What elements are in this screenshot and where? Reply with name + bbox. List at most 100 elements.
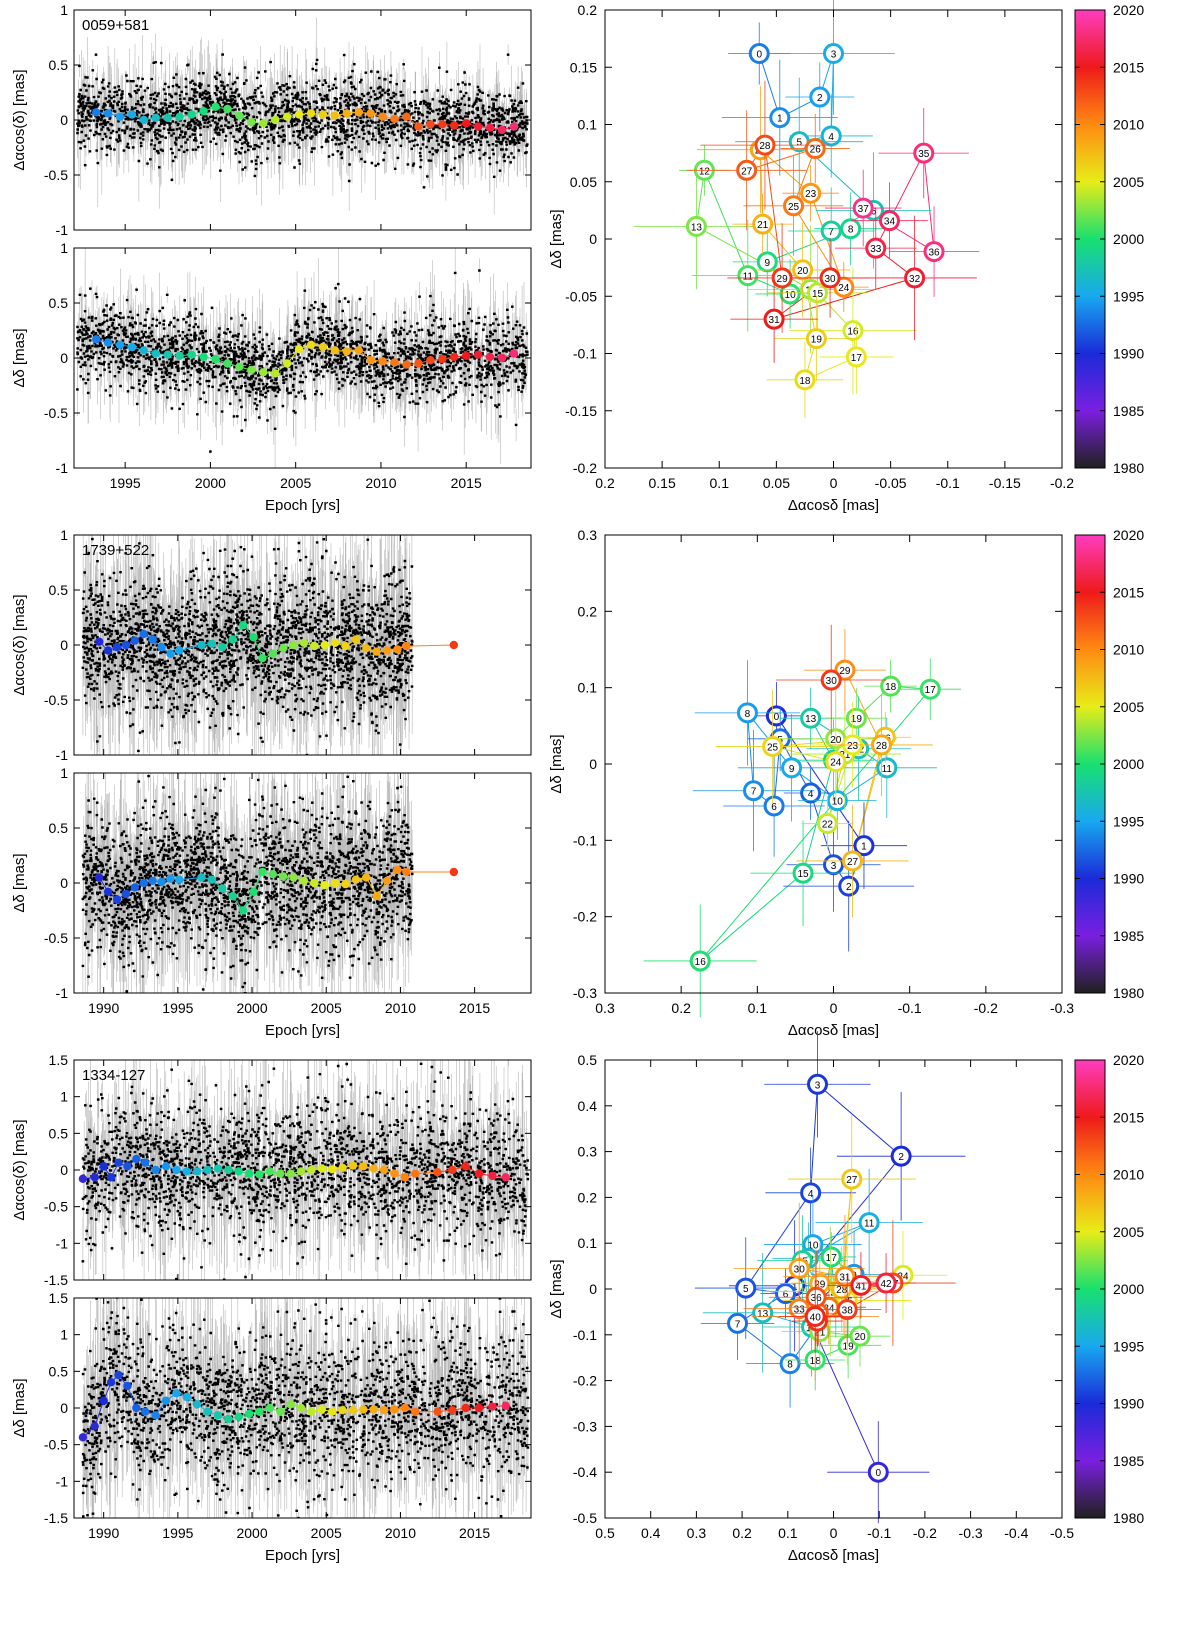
trajectory-segment — [775, 715, 865, 846]
dec-y-tick-label: 1.5 — [49, 1290, 69, 1306]
pos-x-tick-label: 0.4 — [641, 1525, 661, 1541]
position-point-16 — [842, 320, 864, 342]
ra-mean-point-24 — [341, 641, 350, 651]
position-point-35 — [913, 142, 935, 164]
pos-y-tick-label: -0.1 — [573, 1327, 597, 1343]
pos-y-tick-label: 0.1 — [578, 680, 598, 696]
x-tick-label: 2015 — [459, 1525, 490, 1541]
dec-mean-point-5 — [139, 878, 148, 888]
position-point-label: 34 — [823, 1303, 835, 1314]
position-point-13 — [685, 215, 707, 237]
dec-mean-point-14 — [259, 368, 268, 377]
trajectory-segment — [817, 1083, 902, 1157]
position-point-4 — [800, 1182, 822, 1204]
dec-mean-point-32 — [473, 350, 483, 359]
position-point-2 — [809, 86, 831, 108]
position-point-2 — [838, 875, 860, 897]
dec-mean-point-22 — [354, 346, 363, 355]
position-point-label: 2 — [817, 93, 823, 104]
pos-x-tick-label: 0.1 — [710, 475, 730, 491]
ra-y-tick-label: 1.5 — [49, 1052, 69, 1068]
colorbar-tick-label: 1995 — [1113, 288, 1144, 304]
pos-y-tick-label: 0.05 — [570, 174, 597, 190]
position-point-label: 29 — [777, 274, 789, 285]
ra-mean-point-11 — [223, 104, 232, 114]
pos-x-axis-label: Δαcosδ [mas] — [788, 497, 879, 514]
ra-mean-point-8 — [151, 1165, 160, 1175]
position-point-4 — [820, 125, 842, 147]
ra-observations — [76, 53, 529, 189]
trajectory-segment — [844, 669, 882, 746]
dec-mean-point-5 — [151, 349, 161, 358]
position-point-label: 18 — [885, 682, 897, 693]
pos-x-tick-label: -0.2 — [913, 1525, 937, 1541]
colorbar-tick-label: 1990 — [1113, 346, 1144, 362]
dec-mean-point-17 — [244, 1409, 254, 1419]
position-point-label: 19 — [811, 335, 823, 346]
dec-data-layer — [76, 248, 529, 468]
ra-mean-point-3 — [121, 640, 131, 650]
position-point-label: 34 — [884, 217, 896, 228]
ra-y-tick-label: 1 — [60, 527, 68, 543]
position-point-label: 15 — [812, 289, 824, 300]
ra-mean-point-15 — [249, 633, 258, 642]
position-point-33 — [865, 237, 887, 259]
dec-mean-point-19 — [289, 873, 298, 882]
chart-row-1739+522: 1 0.5 0 -0.5 -1 Δαcos(δ) [mas] 1739+522 1 0.5 0 -0… — [11, 527, 1144, 1039]
dec-mean-point-9 — [199, 352, 208, 362]
ra-y-tick-label: -0.5 — [44, 1199, 68, 1215]
ra-mean-point-14 — [238, 621, 248, 630]
dec-mean-point-15 — [271, 369, 280, 378]
position-point-11 — [737, 265, 759, 287]
ra-y-tick-label: 1 — [60, 1089, 68, 1105]
ra-mean-point-22 — [320, 640, 329, 650]
position-point-label: 40 — [810, 1312, 822, 1323]
dec-mean-point-25 — [351, 875, 361, 884]
colorbar-tick-label: 2010 — [1113, 1167, 1144, 1183]
ra-mean-point-36 — [461, 1162, 470, 1171]
dec-mean-point-16 — [282, 359, 292, 368]
ra-mean-point-3 — [127, 110, 137, 119]
dec-mean-segment — [94, 1400, 105, 1427]
ra-y-axis-label: Δαcos(δ) [mas] — [11, 69, 28, 170]
pos-y-tick-label: 0 — [589, 756, 597, 772]
trajectory-segment — [703, 170, 749, 276]
ra-mean-point-19 — [318, 110, 328, 119]
ra-mean-point-29 — [393, 645, 402, 654]
position-point-label: 32 — [909, 274, 921, 285]
position-point-3 — [823, 854, 844, 876]
position-point-label: 4 — [808, 789, 814, 800]
position-point-18 — [880, 675, 902, 697]
ra-time-series-panel: 1 0.5 0 -0.5 -1 Δαcos(δ) [mas] 1739+522 — [11, 527, 532, 763]
ra-mean-point-6 — [163, 113, 172, 123]
pos-y-tick-label: -0.3 — [573, 1418, 597, 1434]
position-point-label: 8 — [745, 709, 751, 720]
ra-y-tick-label: 0 — [60, 1162, 68, 1178]
position-point-8 — [840, 218, 862, 240]
colorbar-tick-label: 1995 — [1113, 1338, 1144, 1354]
dec-mean-point-22 — [320, 881, 329, 890]
pos-x-tick-label: -0.1 — [867, 1525, 891, 1541]
position-point-23 — [800, 182, 822, 204]
pos-y-tick-label: 0.4 — [578, 1098, 598, 1114]
colorbar-tick-label: 1990 — [1113, 871, 1144, 887]
ra-y-tick-label: 1 — [60, 2, 68, 18]
position-point-40 — [804, 1305, 826, 1327]
pos-x-tick-label: -0.2 — [1050, 475, 1074, 491]
ra-mean-point-29 — [369, 1164, 378, 1173]
ra-mean-point-18 — [279, 644, 288, 653]
ra-y-tick-label: 0 — [60, 637, 68, 653]
dec-mean-point-22 — [296, 1403, 306, 1413]
colorbar-tick-label: 1995 — [1113, 813, 1144, 829]
position-point-label: 22 — [825, 1287, 837, 1298]
dec-mean-point-28 — [359, 1405, 368, 1414]
ra-mean-point-27 — [414, 122, 423, 131]
chart-row-0059+581: 1 0.5 0 -0.5 -1 Δαcos(δ) [mas] 0059+581 1 0.5 0 -0… — [11, 0, 1144, 514]
x-tick-label: 1990 — [88, 1000, 119, 1016]
ra-mean-point-20 — [299, 638, 309, 647]
ra-time-series-panel: 1.5 1 0.5 0 -0.5 -1 -1.5 Δαcos(δ) [mas] 1334-127 — [11, 1052, 532, 1288]
position-point-label: 11 — [882, 764, 893, 775]
time-x-axis-label: Epoch [yrs] — [265, 1022, 340, 1039]
dec-mean-point-24 — [341, 879, 350, 889]
